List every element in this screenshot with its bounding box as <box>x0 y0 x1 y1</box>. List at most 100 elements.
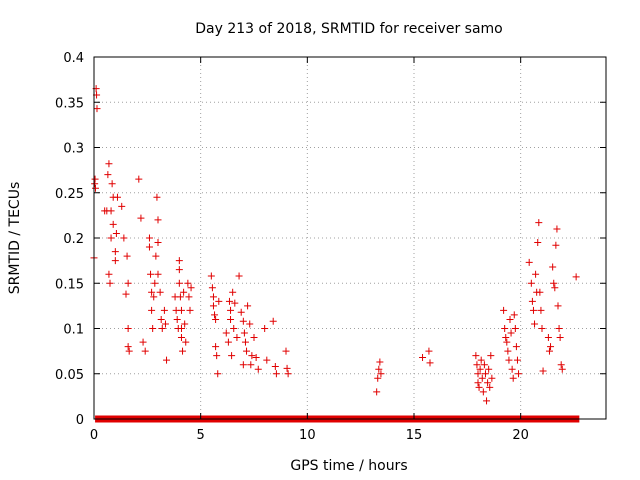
data-point <box>227 315 235 323</box>
x-tick-label: 20 <box>512 428 529 443</box>
data-point <box>247 361 255 369</box>
data-point <box>479 388 487 396</box>
data-point <box>231 299 239 307</box>
y-axis-label: SRMTID / TECUs <box>7 182 23 295</box>
data-point <box>554 302 562 310</box>
y-tick-label: 0.35 <box>55 96 84 111</box>
data-point <box>241 338 249 346</box>
data-point <box>207 272 215 280</box>
data-point <box>500 306 508 314</box>
data-point <box>181 320 189 328</box>
y-tick-label: 0.3 <box>63 142 84 157</box>
data-point <box>474 370 482 378</box>
data-point <box>91 184 99 192</box>
data-point <box>111 257 119 265</box>
data-point <box>145 234 153 242</box>
data-point <box>572 273 580 281</box>
data-point <box>269 317 277 325</box>
data-point <box>177 306 185 314</box>
x-axis-tick-labels: 0 5 10 15 20 <box>90 428 529 443</box>
data-point <box>135 175 143 183</box>
data-point <box>209 293 217 301</box>
data-point <box>282 347 290 355</box>
data-point <box>532 270 540 278</box>
data-point <box>529 306 537 314</box>
data-point <box>373 388 381 396</box>
y-tick-label: 0 <box>76 413 84 428</box>
data-point <box>272 370 280 378</box>
data-point <box>228 352 236 360</box>
x-axis-label: GPS time / hours <box>290 458 407 474</box>
data-point <box>550 279 558 287</box>
data-point <box>93 105 101 113</box>
data-point <box>237 308 245 316</box>
data-point <box>211 311 219 319</box>
data-point <box>376 358 384 366</box>
data-point <box>118 202 126 210</box>
data-point <box>106 279 114 287</box>
data-point <box>104 171 112 179</box>
data-point <box>185 293 193 301</box>
data-point <box>552 241 560 249</box>
data-point <box>484 379 492 387</box>
axis-ticks <box>93 56 606 420</box>
data-point <box>112 229 120 237</box>
data-point <box>549 263 557 271</box>
data-point <box>513 356 521 364</box>
data-point <box>536 288 544 296</box>
chart-title: Day 213 of 2018, SRMTID for receiver sam… <box>195 21 503 37</box>
data-point <box>105 270 113 278</box>
data-point <box>182 338 190 346</box>
data-point <box>477 356 485 364</box>
data-point <box>224 338 232 346</box>
data-point <box>107 234 115 242</box>
data-point <box>551 284 559 292</box>
data-point <box>254 365 262 373</box>
data-point <box>539 367 547 375</box>
data-point <box>483 397 491 405</box>
data-point <box>556 334 564 342</box>
data-point <box>419 353 427 361</box>
data-point <box>230 325 238 332</box>
data-point <box>501 325 509 332</box>
data-point <box>123 252 131 260</box>
data-point <box>537 306 545 314</box>
data-point <box>105 160 113 168</box>
data-point <box>160 306 168 314</box>
data-point <box>239 361 247 369</box>
data-point <box>512 343 520 351</box>
y-tick-label: 0.15 <box>55 277 84 292</box>
data-point <box>149 325 157 332</box>
data-point <box>184 279 192 287</box>
data-point <box>154 270 162 278</box>
data-point <box>209 302 217 310</box>
data-point <box>474 379 482 387</box>
data-point <box>476 365 484 373</box>
data-point <box>243 347 251 355</box>
y-tick-label: 0.25 <box>55 187 84 202</box>
data-point <box>137 214 145 222</box>
data-point <box>553 225 561 233</box>
data-point <box>486 383 494 391</box>
data-point <box>212 315 220 323</box>
data-point <box>374 374 382 382</box>
data-point <box>534 239 542 247</box>
data-point <box>473 361 481 369</box>
data-point <box>152 252 160 260</box>
data-point <box>545 347 553 355</box>
data-point <box>176 293 184 301</box>
data-point <box>154 239 162 247</box>
data-point <box>180 288 188 296</box>
x-tick-label: 15 <box>406 428 423 443</box>
data-point <box>187 284 195 292</box>
data-point <box>240 329 248 337</box>
data-point <box>239 317 247 325</box>
data-point <box>122 290 130 298</box>
data-point <box>547 343 555 351</box>
y-tick-label: 0.1 <box>63 323 84 338</box>
data-point <box>148 306 156 314</box>
y-axis-tick-labels: 0 0.05 0.1 0.15 0.2 0.25 0.3 0.35 0.4 <box>55 51 84 428</box>
data-point <box>107 207 115 215</box>
data-point <box>488 374 496 382</box>
data-point <box>124 325 132 332</box>
